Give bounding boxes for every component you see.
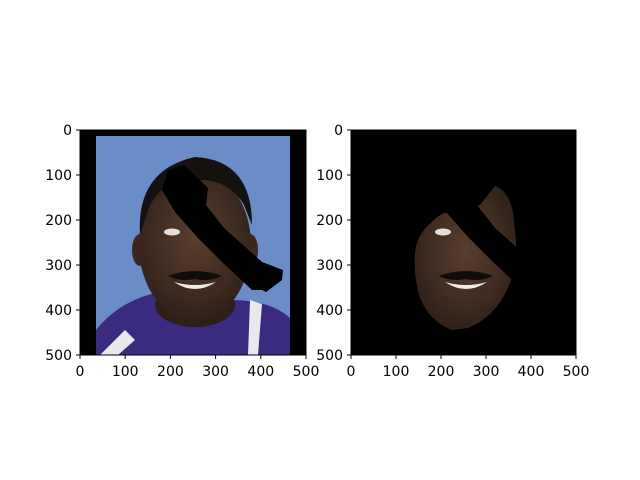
right-x-tick-label: 200 [428, 364, 455, 380]
right-x-tick-label: 400 [518, 364, 545, 380]
right-y-tick-label: 100 [316, 168, 343, 184]
right-x-tick-label: 300 [473, 364, 500, 380]
image-left-occlusion [162, 165, 283, 292]
image-left-eye-left [164, 228, 180, 236]
axes-right-frame [350, 129, 577, 356]
right-y-tick-label: 300 [316, 258, 343, 274]
image-left-mouth [174, 282, 216, 289]
left-y-tick-label: 300 [45, 258, 72, 274]
right-y-tick-label: 200 [316, 213, 343, 229]
image-left-collar [100, 300, 262, 355]
left-x-tick-label: 500 [293, 364, 320, 380]
image-left-face [139, 169, 251, 321]
image-right-occlusion [433, 165, 554, 292]
left-x-tick-label: 100 [112, 364, 139, 380]
left-y-tick-label: 100 [45, 168, 72, 184]
right-x-tick-label: 0 [347, 364, 356, 380]
left-x-tick-label: 300 [202, 364, 229, 380]
image-right-mustache [439, 271, 493, 280]
left-x-tick-label: 200 [157, 364, 184, 380]
image-left-mustache [168, 271, 222, 280]
left-y-tick-label: 0 [63, 123, 72, 139]
image-right-eye-left [435, 228, 451, 236]
image-right [351, 130, 576, 355]
image-left [80, 130, 306, 355]
left-y-tick-label: 500 [45, 348, 72, 364]
image-left-ear-left [132, 234, 148, 266]
image-right-mouth [445, 282, 487, 289]
right-x-tick-label: 100 [383, 364, 410, 380]
right-x-tick-label: 500 [563, 364, 590, 380]
left-y-tick-label: 400 [45, 303, 72, 319]
left-x-tick-label: 0 [76, 364, 85, 380]
right-y-tick-label: 500 [316, 348, 343, 364]
right-y-tick-label: 0 [334, 123, 343, 139]
left-y-tick-label: 200 [45, 213, 72, 229]
left-x-tick-label: 400 [247, 364, 274, 380]
image-right-face [414, 186, 516, 330]
axes-left-frame [79, 129, 307, 356]
right-y-tick-label: 400 [316, 303, 343, 319]
